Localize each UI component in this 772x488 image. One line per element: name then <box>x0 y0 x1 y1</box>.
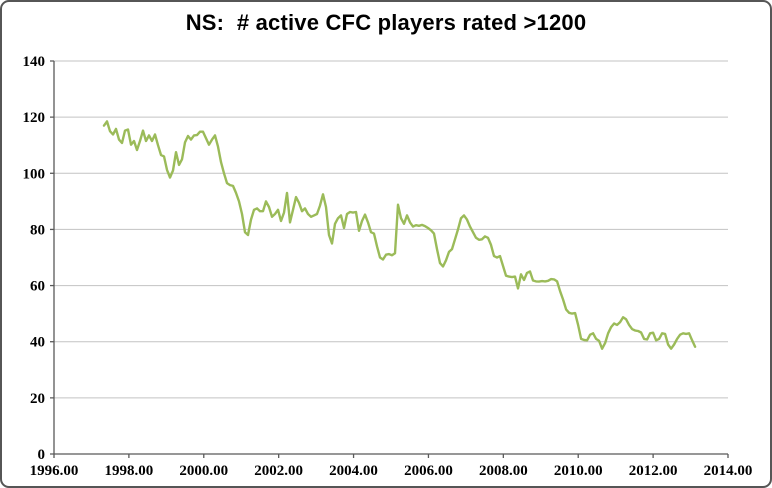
x-tick-label: 2012.00 <box>629 463 678 479</box>
x-tick-label: 2014.00 <box>704 463 753 479</box>
x-tick-label: 2008.00 <box>479 463 528 479</box>
x-tick-label: 2004.00 <box>329 463 378 479</box>
x-tick-label: 2000.00 <box>179 463 228 479</box>
x-tick-label: 2002.00 <box>254 463 303 479</box>
y-tick-label: 0 <box>38 447 46 463</box>
y-tick-label: 120 <box>23 110 46 126</box>
y-tick-label: 140 <box>23 54 46 70</box>
series-line <box>102 120 697 350</box>
x-tick-label: 2010.00 <box>554 463 603 479</box>
y-tick-label: 20 <box>30 391 45 407</box>
x-tick-label: 1996.00 <box>30 463 79 479</box>
y-tick-label: 60 <box>30 279 45 295</box>
x-tick-label: 2006.00 <box>404 463 453 479</box>
chart-title: NS: # active CFC players rated >1200 <box>185 10 587 35</box>
y-tick-label: 100 <box>23 166 46 182</box>
y-tick-label: 40 <box>30 335 45 351</box>
x-tick-label: 1998.00 <box>105 463 154 479</box>
y-tick-label: 80 <box>30 222 45 238</box>
